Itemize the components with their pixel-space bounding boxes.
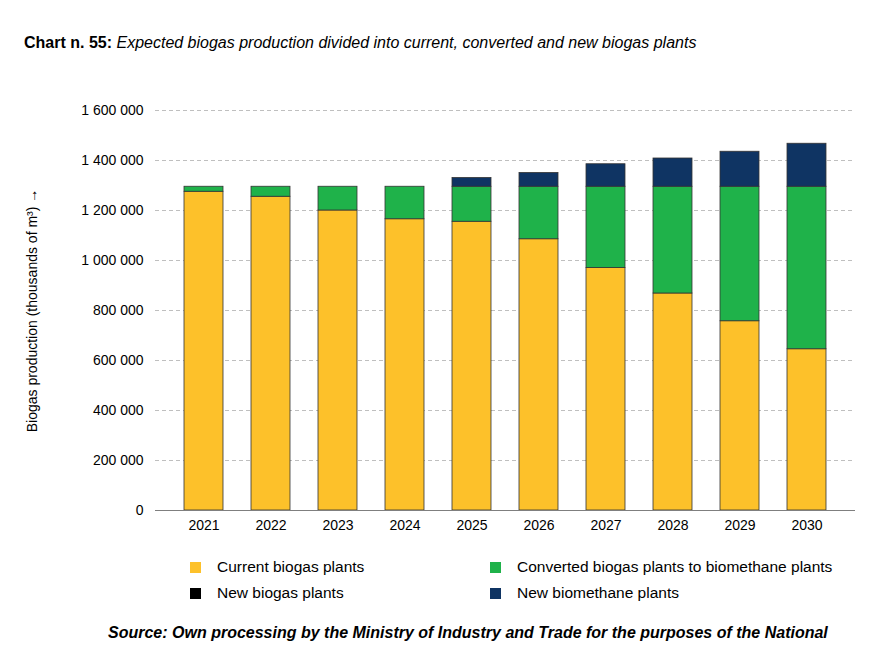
svg-text:1 600 000: 1 600 000 [81, 102, 143, 118]
svg-text:Biogas production (thousands o: Biogas production (thousands of m³) → [24, 189, 40, 433]
svg-text:2029: 2029 [724, 517, 755, 533]
svg-text:1 200 000: 1 200 000 [81, 202, 143, 218]
svg-text:2026: 2026 [523, 517, 554, 533]
svg-text:1 400 000: 1 400 000 [81, 152, 143, 168]
html-text:Converted biogas plants to bio: Converted biogas plants to biomethane pl… [517, 558, 833, 575]
svg-text:2021: 2021 [188, 517, 219, 533]
svg-text:600 000: 600 000 [93, 352, 144, 368]
html-text:New biomethane plants: New biomethane plants [517, 584, 679, 601]
html-text:New biogas plants: New biogas plants [217, 584, 344, 601]
svg-text:2028: 2028 [657, 517, 688, 533]
svg-text:2027: 2027 [590, 517, 621, 533]
svg-text:2024: 2024 [389, 517, 420, 533]
html-text:Current biogas plants: Current biogas plants [217, 558, 365, 575]
svg-text:800 000: 800 000 [93, 302, 144, 318]
html-text:Source: Own processing by the: Source: Own processing by the Ministry o… [108, 624, 828, 641]
svg-text:2023: 2023 [322, 517, 353, 533]
svg-text:2025: 2025 [456, 517, 487, 533]
svg-text:1 000 000: 1 000 000 [81, 252, 143, 268]
svg-text:2022: 2022 [255, 517, 286, 533]
svg-text:200 000: 200 000 [93, 452, 144, 468]
html-text:Chart n. 55: Expected biogas p: Chart n. 55: Expected biogas production … [24, 34, 697, 51]
svg-text:2030: 2030 [791, 517, 822, 533]
svg-text:0: 0 [136, 502, 144, 518]
svg-text:400 000: 400 000 [93, 402, 144, 418]
